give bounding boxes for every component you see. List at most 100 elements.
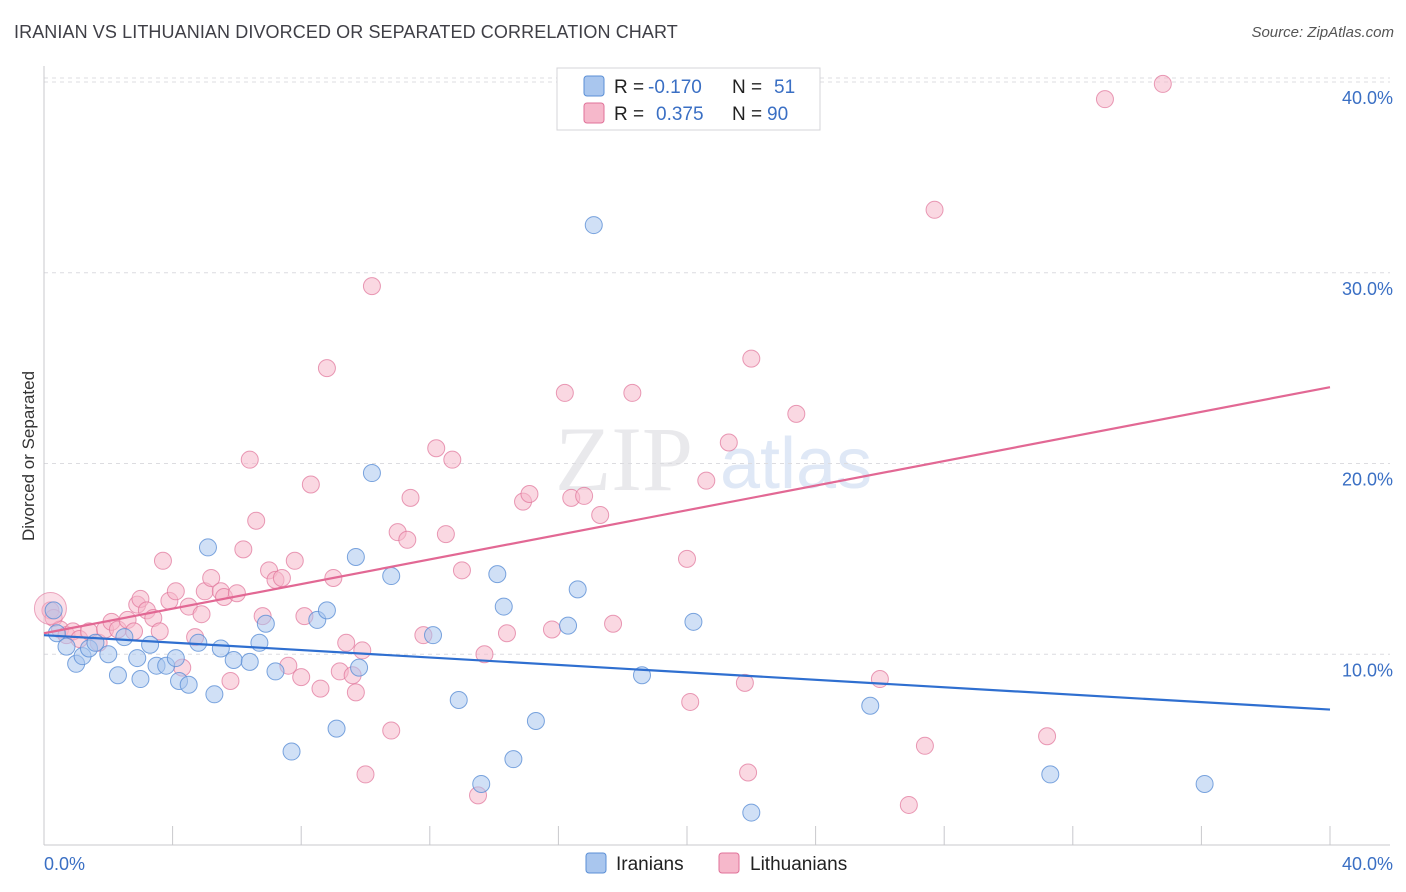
lithuanians-trend-line [43,386,1331,635]
lithuanians-point [311,679,330,698]
lithuanians-point [398,530,417,549]
lithuanians-point [1038,727,1057,746]
iranians-point [861,696,880,715]
lithuanians-point [192,605,211,624]
x-tick-label-min: 0.0% [44,854,85,874]
iranians-point [44,601,63,620]
iranians-point [346,547,365,566]
iranians-point [327,719,346,738]
iranians-point [1041,765,1060,784]
iranians-point [108,666,127,685]
iranians-point [57,637,76,656]
lithuanians-point [401,488,420,507]
iranians-point [424,626,443,645]
lithuanians-point [1153,74,1172,93]
legend-n-label-2: N = [732,104,762,125]
iranians-point [131,670,150,689]
y-tick-label: 20.0% [1342,470,1393,490]
lithuanians-point [150,622,169,641]
iranians-point [559,616,578,635]
legend-r-label-2: R = [614,104,644,125]
trend-lines [43,386,1331,711]
iranians-point [266,662,285,681]
iranians-point [684,612,703,631]
lithuanians-point [681,692,700,711]
lithuanians-point [787,404,806,423]
lithuanians-point [899,795,918,814]
iranians-point [282,742,301,761]
lithuanians-point [317,359,336,378]
lithuanians-point [555,383,574,402]
y-tick-label: 10.0% [1342,660,1393,680]
iranians-point [115,628,134,647]
y-tick-labels: 10.0% 20.0% 30.0% 40.0% [1342,88,1393,680]
iranians-point [584,216,603,235]
legend-r-value-2: 0.375 [656,104,704,125]
lithuanians-point [452,561,471,580]
lithuanians-point [356,765,375,784]
lithuanians-point [719,433,738,452]
iranians-point [742,803,761,822]
iranians-point [449,691,468,710]
lithuanians-point [623,383,642,402]
bottom-legend-iranians: Iranians [616,854,684,875]
lithuanians-point [202,568,221,587]
iranians-point [350,658,369,677]
bottom-legend-lithuanians: Lithuanians [750,854,847,875]
lithuanians-point [240,450,259,469]
lithuanians-point [870,670,889,689]
lithuanians-point [604,614,623,633]
iranians-point [224,650,243,669]
y-axis-label: Divorced or Separated [19,371,38,541]
lithuanians-point [591,506,610,525]
iranians-point [166,649,185,668]
legend-swatch-iranians [583,75,605,97]
lithuanians-point [1095,90,1114,109]
lithuanians-point [382,721,401,740]
iranians-point [128,649,147,668]
iranians-point [494,597,513,616]
iranians-point [141,635,160,654]
gridlines [44,77,1390,655]
iranians-point [568,580,587,599]
lithuanians-point [497,624,516,643]
lithuanians-point [292,668,311,687]
lithuanians-point [234,540,253,559]
legend-n-value-1: 51 [774,77,795,98]
lithuanians-point [362,277,381,296]
lithuanians-point [443,450,462,469]
iranians-point [198,538,217,557]
lithuanians-point [153,551,172,570]
iranians-point [472,774,491,793]
iranians-point [179,675,198,694]
lithuanians-point [925,200,944,219]
bottom-legend-swatch-lithuanians [718,852,740,874]
lithuanians-point [272,568,291,587]
y-tick-label: 40.0% [1342,88,1393,108]
chart-title: IRANIAN VS LITHUANIAN DIVORCED OR SEPARA… [14,22,678,42]
bottom-legend-swatch-iranians [585,852,607,874]
source-label: Source: ZipAtlas.com [1251,24,1394,41]
lithuanians-point [346,683,365,702]
lithuanians-point [915,736,934,755]
legend-r-label-1: R = [614,77,644,98]
iranians-point [362,464,381,483]
x-axis-ticks [43,826,1331,845]
lithuanians-point [247,511,266,530]
iranians-point [99,645,118,664]
lithuanians-point [575,486,594,505]
lithuanians-point [221,671,240,690]
lithuanians-point [697,471,716,490]
legend-n-value-2: 90 [767,104,788,125]
iranians-trend-line [43,634,1331,711]
iranians-point [240,652,259,671]
lithuanians-point [520,485,539,504]
lithuanians-point [436,525,455,544]
iranians-point [1195,774,1214,793]
lithuanians-point [227,584,246,603]
iranians-point [504,750,523,769]
iranians-point [526,712,545,731]
iranians-point [205,685,224,704]
lithuanians-point [475,645,494,664]
